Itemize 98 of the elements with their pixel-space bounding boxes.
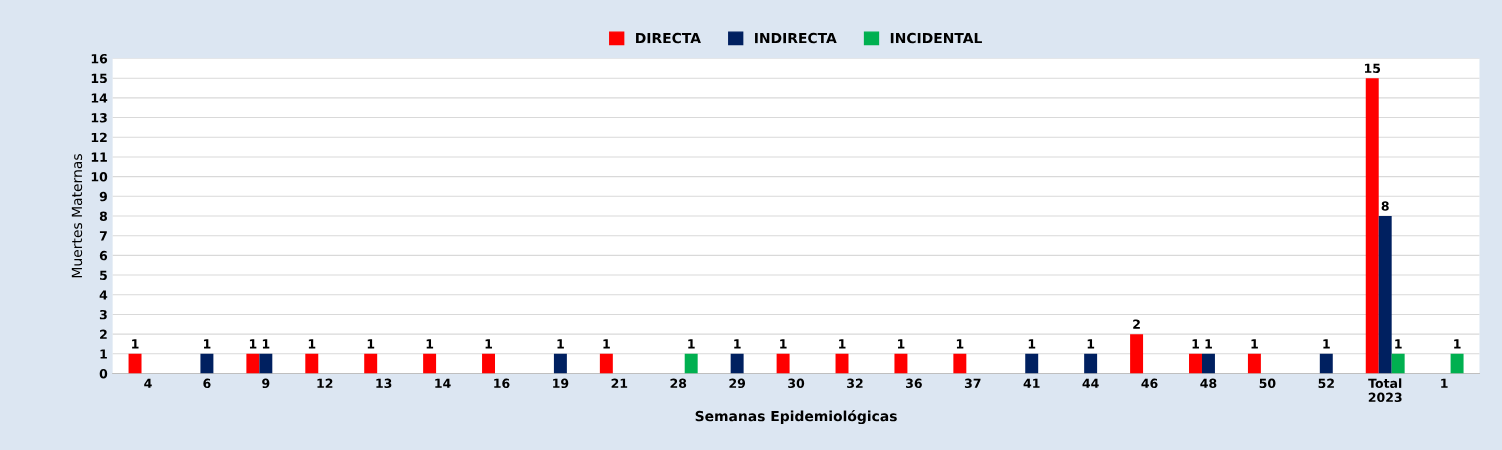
x-tick-label: 36 xyxy=(906,378,922,389)
bar xyxy=(1365,78,1379,374)
data-label: 1 xyxy=(249,339,257,349)
x-axis-title: Semanas Epidemiológicas xyxy=(695,410,897,425)
x-tick-label: 52 xyxy=(1318,378,1334,389)
data-label: 1 xyxy=(688,339,695,349)
x-tick-label: 46 xyxy=(1141,378,1158,389)
data-label: 1 xyxy=(426,339,434,349)
data-label: 1 xyxy=(839,339,846,349)
bar xyxy=(1378,216,1392,374)
y-tick-label: 10 xyxy=(91,172,108,182)
bar xyxy=(894,353,908,374)
data-label: 1 xyxy=(203,339,211,349)
bar xyxy=(776,353,790,374)
y-axis-title: Muertes Maternas xyxy=(71,154,83,278)
data-label: 1 xyxy=(308,339,316,349)
data-label: 1 xyxy=(1323,339,1330,349)
bar xyxy=(1319,353,1333,374)
y-tick-label: 16 xyxy=(91,53,108,64)
y-tick-label: 4 xyxy=(99,290,108,300)
x-tick-label: 21 xyxy=(611,378,628,388)
data-label: 1 xyxy=(956,339,964,349)
data-label: 1 xyxy=(603,339,610,349)
bar xyxy=(1450,353,1464,374)
bar xyxy=(246,353,260,374)
x-tick-label: 16 xyxy=(494,378,510,389)
data-label: 1 xyxy=(780,339,787,349)
bar xyxy=(128,353,142,374)
y-tick-label: 15 xyxy=(91,73,107,84)
bar xyxy=(200,353,214,374)
x-tick-label: 29 xyxy=(729,378,746,389)
bar xyxy=(553,353,567,374)
data-label: 1 xyxy=(132,339,139,349)
data-label: 8 xyxy=(1381,201,1389,211)
bar xyxy=(1084,353,1098,374)
x-tick-label: 41 xyxy=(1023,378,1040,388)
bar xyxy=(953,353,967,374)
bar xyxy=(1189,353,1202,374)
data-label: 1 xyxy=(1205,339,1212,349)
bar xyxy=(305,353,319,374)
x-tick-label: 14 xyxy=(435,378,451,388)
y-tick-label: 12 xyxy=(91,132,107,142)
data-label: 15 xyxy=(1364,63,1381,73)
bar xyxy=(1391,353,1405,374)
x-tick-label: 37 xyxy=(964,378,981,389)
data-label: 1 xyxy=(1192,339,1199,349)
x-tick-label: 9 xyxy=(262,378,270,389)
x-tick-label: 1 xyxy=(1441,378,1448,388)
bar xyxy=(482,353,496,374)
data-label: 1 xyxy=(367,339,375,349)
data-label: 1 xyxy=(485,339,493,349)
bar xyxy=(1247,353,1261,374)
y-tick-label: 3 xyxy=(99,309,107,320)
y-tick-label: 13 xyxy=(91,113,107,123)
x-tick-label: 13 xyxy=(376,378,392,389)
x-tick-label: 32 xyxy=(847,378,863,389)
y-tick-label: 1 xyxy=(100,349,107,359)
legend-label: INDIRECTA xyxy=(755,32,837,44)
data-label: 1 xyxy=(734,339,741,349)
x-tick-label: 12 xyxy=(317,378,333,388)
x-tick-label: 28 xyxy=(670,378,687,389)
bar xyxy=(259,353,273,374)
bar xyxy=(684,353,698,374)
y-tick-label: 8 xyxy=(99,211,108,221)
y-tick-label: 2 xyxy=(100,329,107,339)
x-tick-label: 19 xyxy=(553,378,569,389)
x-tick-label: 48 xyxy=(1200,378,1217,389)
data-label: 2 xyxy=(1133,319,1140,329)
x-tick-label: 4 xyxy=(144,378,152,388)
y-tick-label: 7 xyxy=(99,231,107,241)
y-tick-label: 0 xyxy=(99,368,108,379)
x-tick-label: Total 2023 xyxy=(1368,378,1402,403)
x-tick-label: 50 xyxy=(1259,378,1276,389)
data-label: 1 xyxy=(897,339,905,349)
data-label: 1 xyxy=(1395,339,1402,349)
data-label: 1 xyxy=(557,339,564,349)
data-label: 1 xyxy=(1454,339,1461,349)
x-tick-label: 30 xyxy=(788,378,805,389)
data-label: 1 xyxy=(1028,339,1036,349)
bar xyxy=(599,353,613,374)
y-tick-label: 5 xyxy=(100,270,107,280)
x-tick-label: 6 xyxy=(203,378,211,389)
bar xyxy=(1130,334,1144,374)
data-label: 1 xyxy=(262,339,270,349)
bar xyxy=(364,353,378,374)
bar xyxy=(1025,353,1039,374)
x-tick-label: 44 xyxy=(1082,378,1099,388)
bar xyxy=(730,353,744,374)
data-label: 1 xyxy=(1087,339,1095,349)
data-label: 1 xyxy=(1251,339,1258,349)
bar xyxy=(1201,353,1215,374)
bar xyxy=(423,353,437,374)
legend-label: INCIDENTAL xyxy=(890,32,982,44)
y-tick-label: 11 xyxy=(91,152,107,162)
legend-label: DIRECTA xyxy=(636,32,701,44)
y-tick-label: 14 xyxy=(91,93,108,103)
y-tick-label: 9 xyxy=(99,191,107,202)
y-tick-label: 6 xyxy=(99,250,108,261)
